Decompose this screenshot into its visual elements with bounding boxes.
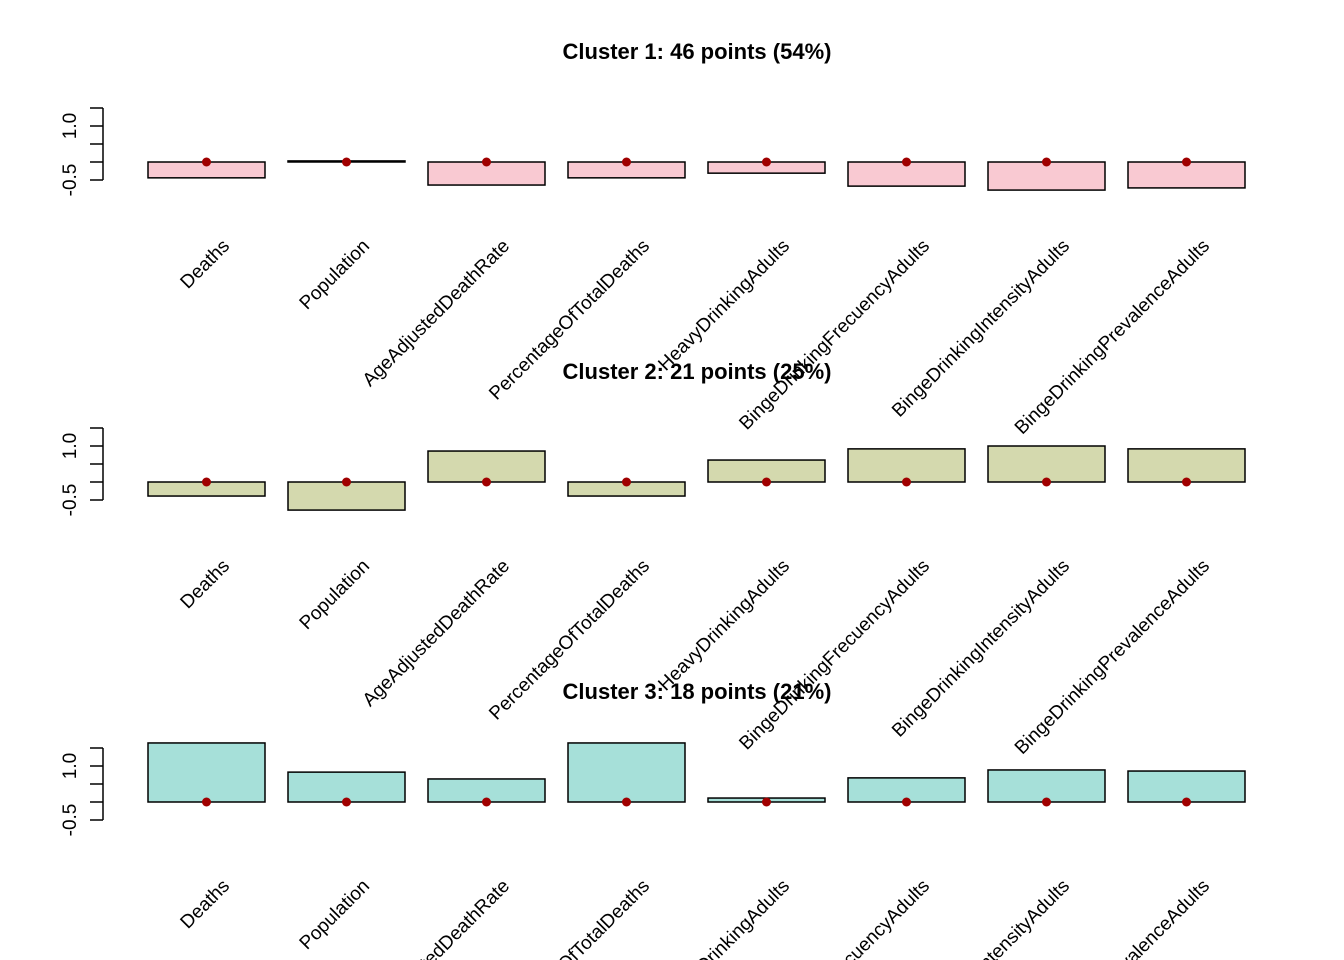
point [1182, 797, 1191, 807]
point [1042, 157, 1051, 167]
chart-title: Cluster 3: 18 points (21%) [563, 679, 832, 704]
point [902, 477, 911, 487]
x-tick-label: Deaths [177, 876, 234, 933]
x-tick-label: AgeAdjustedDeathRate [359, 556, 514, 711]
point [762, 157, 771, 167]
y-tick-label: 1.0 [60, 753, 81, 779]
bar [987, 769, 1106, 803]
y-tick-label: 1.0 [60, 113, 81, 139]
point [1042, 477, 1051, 487]
bar [1127, 770, 1246, 803]
y-tick-label: 1.0 [60, 433, 81, 459]
point [202, 157, 211, 167]
bar [147, 742, 266, 803]
chart-title: Cluster 1: 46 points (54%) [563, 39, 832, 64]
chart-title: Cluster 2: 21 points (25%) [563, 359, 832, 384]
bar [1127, 448, 1246, 483]
y-tick-label: -0.5 [60, 484, 81, 517]
point [622, 477, 631, 487]
bar [287, 771, 406, 803]
point [622, 157, 631, 167]
point [342, 477, 351, 487]
point [482, 477, 491, 487]
point [902, 797, 911, 807]
x-tick-label: AgeAdjustedDeathRate [359, 236, 514, 391]
point [342, 797, 351, 807]
x-tick-label: AgeAdjustedDeathRate [359, 876, 514, 960]
x-tick-label: Population [296, 236, 374, 314]
bar [987, 161, 1106, 191]
point [762, 477, 771, 487]
point [902, 157, 911, 167]
x-tick-label: Population [296, 876, 374, 954]
bar [567, 742, 686, 803]
point [482, 797, 491, 807]
x-tick-label: Population [296, 556, 374, 634]
point [202, 797, 211, 807]
point [1182, 157, 1191, 167]
x-tick-label: Deaths [177, 236, 234, 293]
bar [987, 445, 1106, 483]
y-tick-label: -0.5 [60, 804, 81, 837]
point [1182, 477, 1191, 487]
x-tick-label: HeavyDrinkingAdults [654, 556, 794, 696]
point [1042, 797, 1051, 807]
x-tick-label: Deaths [177, 556, 234, 613]
x-tick-label: HeavyDrinkingAdults [654, 876, 794, 960]
bar [427, 450, 546, 483]
point [342, 157, 351, 167]
y-tick-label: -0.5 [60, 164, 81, 197]
bar [847, 448, 966, 483]
x-tick-label: HeavyDrinkingAdults [654, 236, 794, 376]
point [482, 157, 491, 167]
point [622, 797, 631, 807]
point [762, 797, 771, 807]
point [202, 477, 211, 487]
